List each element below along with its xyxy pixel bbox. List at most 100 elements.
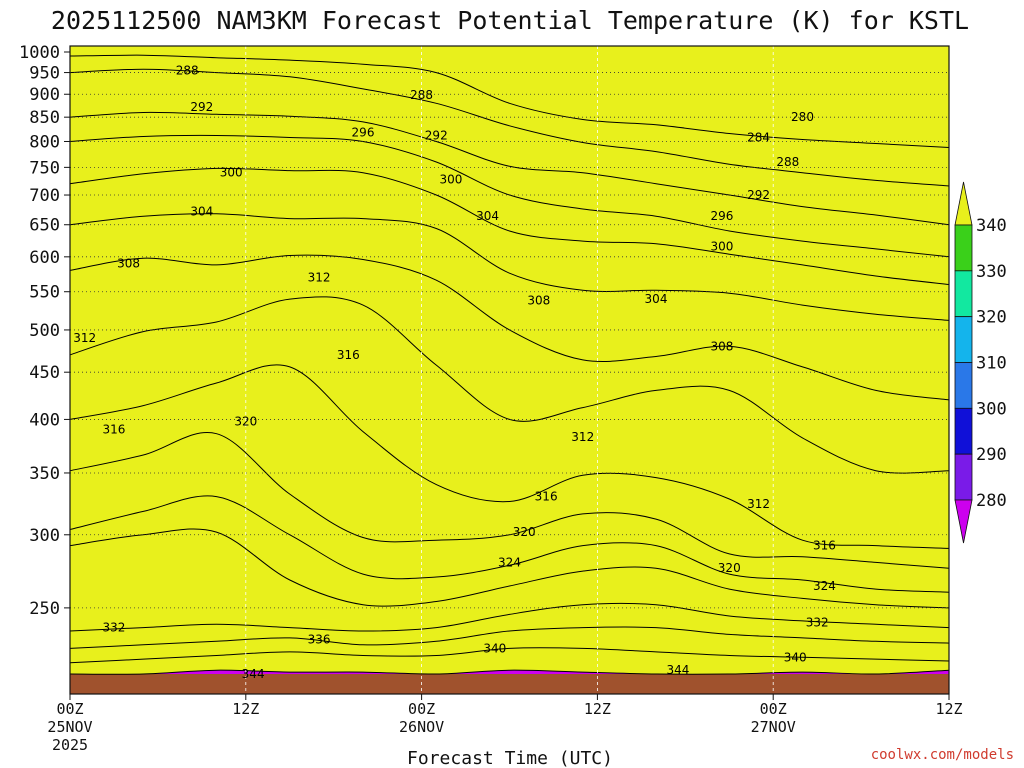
y-tick-label: 800: [29, 132, 60, 152]
x-tick-label: 26NOV: [399, 718, 444, 736]
contour-line-304: [69, 213, 950, 321]
contour-label: 340: [784, 650, 807, 664]
colorbar-segment: [954, 270, 973, 318]
contour-label: 300: [710, 239, 733, 253]
contour-label: 324: [813, 579, 836, 593]
contour-label: 304: [190, 204, 213, 218]
colorbar-segment: [954, 453, 973, 501]
contour-label: 336: [308, 633, 331, 647]
x-tick-label: 00Z: [408, 700, 435, 718]
fill-band-344: [70, 46, 949, 675]
contour-line-332: [69, 602, 950, 632]
x-tick-label: 27NOV: [751, 718, 796, 736]
y-tick-label: 300: [29, 526, 60, 546]
x-tick-label: 2025: [52, 736, 88, 754]
contour-label: 316: [102, 423, 125, 437]
plot-fill: [70, 46, 949, 694]
contour-line-288: [69, 68, 950, 187]
contour-label: 312: [73, 331, 96, 345]
contour-label: 312: [747, 497, 770, 511]
credit-text: coolwx.com/models: [871, 747, 1014, 763]
y-axis-ticks: 250 300 350 400 450 500 550 600 650 700 750 800 850 9…: [19, 43, 70, 619]
colorbar-segment: [954, 362, 973, 409]
y-tick-label: 550: [29, 283, 60, 303]
y-tick-label: 900: [29, 85, 60, 105]
contour-label: 308: [710, 339, 733, 353]
ground-strip: [70, 674, 949, 694]
y-tick-label: 650: [29, 216, 60, 236]
contour-label: 312: [308, 270, 331, 284]
contour-line-292: [69, 111, 950, 226]
contour-label: 292: [747, 188, 770, 202]
x-tick-label: 00Z: [56, 700, 83, 718]
contour-label: 320: [513, 525, 536, 539]
colorbar-tick-label: 340: [976, 216, 1007, 236]
contour-line-340: [69, 647, 950, 664]
contour-label: 296: [710, 209, 733, 223]
contour-line-320: [69, 432, 950, 569]
colorbar-segment: [954, 224, 973, 272]
contour-label: 316: [337, 348, 360, 362]
contour-label: 308: [117, 257, 140, 271]
contour-label: 288: [776, 155, 799, 169]
contour-line-296: [69, 134, 950, 258]
contour-label: 340: [483, 641, 506, 655]
contour-label: 292: [425, 129, 448, 143]
contour-line-316: [69, 364, 950, 549]
contour-line-312: [69, 296, 950, 474]
y-tick-label: 600: [29, 248, 60, 268]
contour-line-308: [69, 254, 950, 401]
colorbar-bottom-triangle: [954, 499, 973, 544]
x-tick-label: 12Z: [584, 700, 611, 718]
contour-line-324: [69, 495, 950, 593]
colorbar-tick-label: 320: [976, 308, 1007, 328]
colorbar-tick-label: 310: [976, 354, 1007, 374]
y-tick-label: 1000: [19, 43, 60, 63]
x-axis-label: Forecast Time (UTC): [407, 748, 613, 768]
x-tick-label: 12Z: [935, 700, 962, 718]
x-tick-label: 25NOV: [47, 718, 92, 736]
y-tick-label: 350: [29, 464, 60, 484]
y-tick-label: 450: [29, 363, 60, 383]
contour-label: 300: [439, 172, 462, 186]
contour-label: 284: [747, 130, 770, 144]
contour-label: 304: [476, 209, 499, 223]
contour-label: 312: [571, 430, 594, 444]
contour-line-336: [69, 626, 950, 649]
colorbar-segment: [954, 316, 973, 363]
contour-lines: [69, 54, 950, 675]
contour-label: 316: [813, 539, 836, 553]
chart-title: 2025112500 NAM3KM Forecast Potential Tem…: [51, 6, 969, 35]
colorbar-segment: [954, 407, 973, 455]
colorbar-tick-label: 290: [976, 445, 1007, 465]
contour-label: 344: [242, 667, 265, 681]
contour-label: 316: [535, 490, 558, 504]
contour-line-344: [69, 669, 950, 675]
contour-labels: 344 344 340 340 336 332 332 324 324 320 320 316 316 3…: [73, 63, 836, 681]
y-tick-label: 700: [29, 186, 60, 206]
contour-label: 288: [176, 63, 199, 77]
plot-frame: [69, 45, 950, 695]
contour-line-284: [69, 54, 950, 148]
contour-label: 332: [102, 621, 125, 635]
contour-line-328: [69, 528, 950, 609]
colorbar-tick-label: 300: [976, 399, 1007, 419]
contour-label: 304: [645, 292, 668, 306]
contour-label: 292: [190, 100, 213, 114]
x-tick-label: 12Z: [232, 700, 259, 718]
grid-lines: [70, 46, 949, 694]
contour-label: 320: [234, 414, 257, 428]
contour-label: 280: [791, 110, 814, 124]
contour-label: 296: [352, 126, 375, 140]
contour-label: 288: [410, 88, 433, 102]
contour-label: 320: [718, 561, 741, 575]
contour-label: 308: [527, 294, 550, 308]
contour-label: 324: [498, 555, 521, 569]
contour-line-300: [69, 167, 950, 285]
y-tick-label: 400: [29, 410, 60, 430]
y-tick-label: 500: [29, 321, 60, 341]
colorbar-top-triangle: [954, 181, 973, 226]
contour-label: 344: [667, 663, 690, 677]
